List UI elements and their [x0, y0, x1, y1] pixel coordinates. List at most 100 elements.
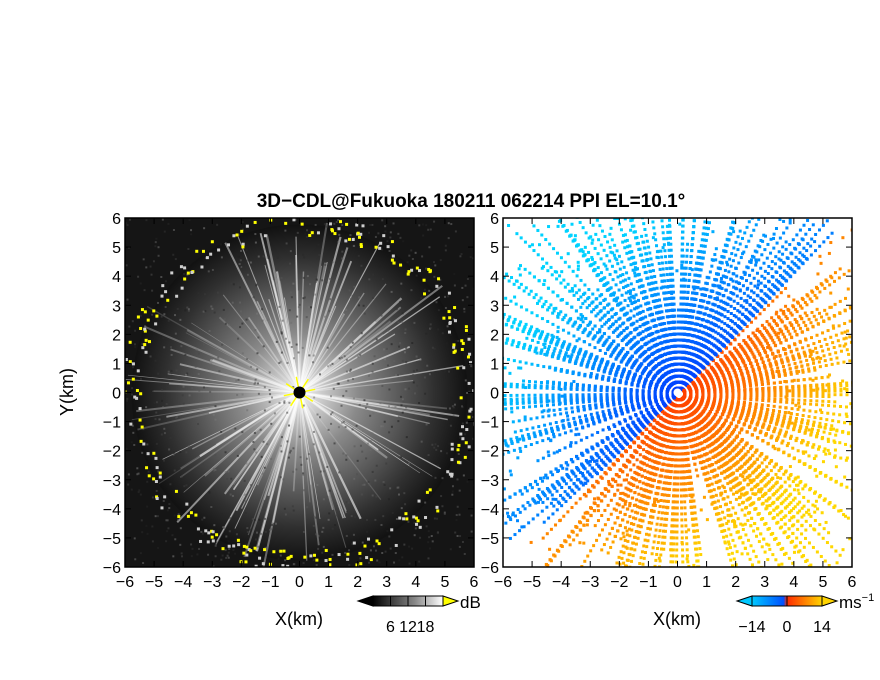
reflectivity-echo-dot	[465, 428, 469, 432]
reflectivity-speckle-dot	[260, 308, 263, 311]
reflectivity-speckle-dot	[401, 398, 404, 401]
velocity-cell	[636, 298, 640, 302]
reflectivity-echo-dot	[144, 350, 148, 354]
reflectivity-ray	[299, 392, 347, 548]
reflectivity-speckle-dot	[210, 505, 213, 508]
reflectivity-speckle-dot	[341, 224, 344, 227]
reflectivity-echo-dot	[286, 564, 290, 567]
reflectivity-high-echo-dot	[128, 340, 132, 344]
reflectivity-speckle-dot	[289, 449, 292, 452]
reflectivity-speckle-dot	[329, 298, 332, 301]
velocity-cell	[627, 276, 631, 280]
reflectivity-speckle-dot	[394, 552, 397, 555]
velocity-cell	[625, 271, 629, 275]
reflectivity-speckle-dot	[408, 562, 411, 565]
velocity-cell	[626, 283, 630, 287]
reflectivity-high-echo-dot	[144, 338, 148, 342]
reflectivity-speckle-dot	[324, 315, 327, 318]
velocity-cell	[721, 529, 725, 533]
velocity-cell	[620, 556, 624, 560]
velocity-cell	[598, 310, 602, 314]
reflectivity-speckle-dot	[429, 228, 432, 231]
reflectivity-speckle-dot	[436, 532, 439, 535]
velocity-cell	[666, 303, 670, 307]
reflectivity-speckle-dot	[132, 431, 135, 434]
velocity-cell	[760, 461, 764, 465]
reflectivity-ray	[299, 365, 464, 394]
reflectivity-speckle-dot	[424, 392, 427, 395]
velocity-cell	[600, 229, 604, 233]
reflectivity-speckle-dot	[211, 268, 214, 271]
velocity-cell	[832, 345, 836, 349]
reflectivity-speckle-dot	[354, 516, 357, 519]
reflectivity-speckle-dot	[408, 489, 411, 492]
velocity-cell	[743, 604, 746, 607]
velocity-cell	[802, 223, 806, 227]
reflectivity-echo-dot	[468, 361, 472, 365]
y-tick-label: −3	[103, 473, 121, 490]
velocity-cell	[723, 301, 727, 305]
reflectivity-high-echo-dot	[158, 471, 162, 475]
reflectivity-speckle-dot	[450, 333, 453, 336]
reflectivity-speckle-dot	[371, 470, 374, 473]
reflectivity-ray	[224, 242, 301, 393]
reflectivity-speckle-dot	[286, 361, 289, 364]
reflectivity-high-echo-dot	[356, 231, 360, 235]
reflectivity-speckle-dot	[174, 538, 177, 541]
reflectivity-speckle-dot	[244, 493, 247, 496]
x-tick-label: −4	[174, 574, 192, 591]
reflectivity-ray	[298, 281, 318, 393]
reflectivity-high-echo-dot	[242, 551, 246, 555]
reflectivity-speckle-dot	[221, 554, 224, 557]
velocity-cell	[524, 286, 528, 290]
velocity-cell	[583, 327, 587, 331]
velocity-cell	[535, 482, 539, 486]
reflectivity-speckle-dot	[299, 456, 302, 459]
reflectivity-speckle-dot	[238, 286, 241, 289]
reflectivity-speckle-dot	[237, 337, 240, 340]
reflectivity-high-echo-dot	[263, 548, 267, 552]
velocity-cell	[783, 480, 787, 484]
velocity-cell	[712, 198, 715, 201]
reflectivity-speckle-dot	[237, 233, 240, 236]
reflectivity-speckle-dot	[198, 547, 201, 550]
velocity-cell	[737, 442, 741, 446]
reflectivity-speckle-dot	[177, 519, 180, 522]
velocity-cell	[619, 537, 623, 541]
reflectivity-ray	[247, 392, 301, 536]
reflectivity-ray	[299, 241, 381, 393]
reflectivity-high-echo-dot	[324, 548, 328, 552]
reflectivity-echo-dot	[160, 506, 164, 510]
velocity-cell	[723, 430, 727, 434]
reflectivity-high-echo-dot	[460, 347, 464, 351]
reflectivity-echo-dot	[450, 447, 454, 451]
velocity-cell	[607, 326, 611, 330]
reflectivity-speckle-dot	[156, 515, 159, 518]
velocity-cell	[743, 478, 747, 482]
velocity-cell	[826, 347, 830, 351]
reflectivity-high-echo-dot	[186, 271, 190, 275]
reflectivity-speckle-dot	[402, 466, 405, 469]
velocity-cell	[634, 517, 638, 521]
reflectivity-speckle-dot	[284, 513, 287, 516]
reflectivity-speckle-dot	[398, 559, 401, 562]
velocity-cell	[609, 498, 613, 502]
velocity-cell	[504, 521, 508, 525]
velocity-cell	[811, 503, 815, 507]
reflectivity-speckle-dot	[247, 259, 250, 262]
velocity-cell	[617, 420, 621, 424]
velocity-cell	[821, 399, 825, 403]
reflectivity-ray	[299, 391, 399, 418]
velocity-cell	[716, 499, 720, 503]
velocity-cell	[644, 315, 648, 319]
velocity-cell	[621, 273, 625, 277]
velocity-cell	[758, 245, 762, 249]
reflectivity-echo-dot	[190, 270, 194, 274]
reflectivity-speckle-dot	[191, 386, 194, 389]
velocity-cell	[509, 518, 513, 522]
reflectivity-speckle-dot	[288, 424, 291, 427]
velocity-cell	[575, 357, 579, 361]
reflectivity-speckle-dot	[315, 278, 318, 281]
velocity-cell	[696, 474, 700, 478]
reflectivity-speckle-dot	[363, 312, 366, 315]
